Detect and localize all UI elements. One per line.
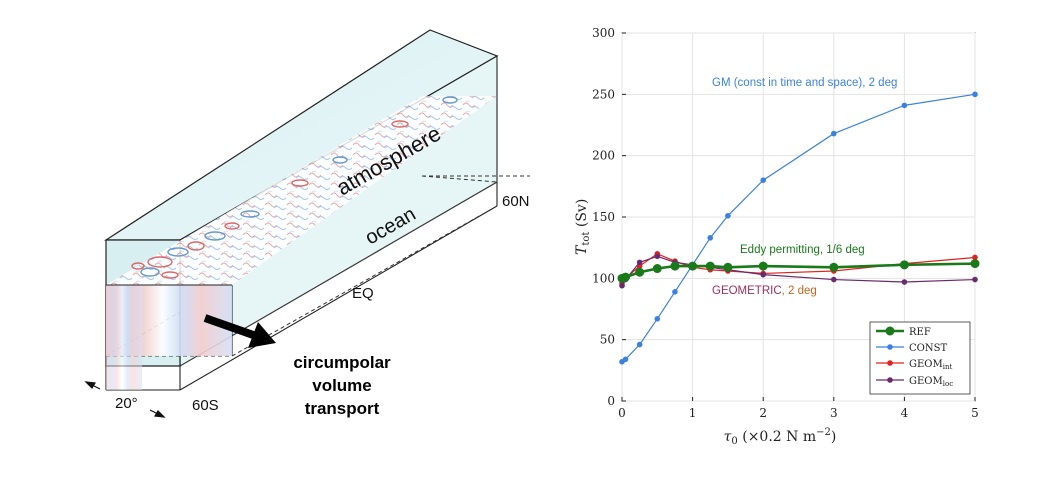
data-point-ref [899,260,909,270]
legend-geom-loc-sub: loc [943,380,953,388]
latitude-eq-label: EQ [352,285,374,302]
legend-label-ref: REF [909,327,931,338]
transport-label-line1: circumpolar [293,353,391,372]
data-point-const [636,341,643,348]
data-point-ref [970,259,980,269]
width-arrows [84,381,166,418]
latitude-60s-label: 60S [192,397,219,414]
legend-ref-base: REF [909,327,931,338]
y-tick-label: 250 [592,87,615,101]
data-point-const [707,235,714,241]
y-tick-label: 300 [592,26,615,40]
data-point-geom-int [972,254,978,261]
y-tick-label: 100 [592,271,615,285]
data-point-const [972,91,978,98]
x-tick-label: 4 [901,406,909,420]
x-axis-label-close: ) [831,429,836,445]
data-point-ref [670,261,680,271]
annotation-eddy: Eddy permitting, 1/6 deg [740,244,865,256]
y-tick-label: 50 [600,333,615,347]
x-tick-label: 0 [618,406,626,420]
x-axis-ticks: 0 1 2 3 4 5 [618,397,979,420]
transport-arrow [203,314,276,348]
data-point-const [622,356,629,363]
y-axis-label-sub: tot [581,232,592,246]
data-point-ref [829,262,839,272]
channel-schematic: atmosphere ocean 60N EQ 60S 20° circumpo… [84,29,530,418]
x-axis-label-symbol: τ [724,429,732,445]
legend-const-base: CONST [909,343,947,354]
annotation-geometric-res: , 2 deg [782,285,817,297]
x-axis-label-sup: −2 [816,427,831,438]
data-point-ref [621,272,631,282]
ocean-cross-section-left [106,285,142,390]
y-tick-label: 150 [592,210,615,224]
data-point-geom-loc [831,276,837,283]
legend-entry-geom-int: GEOMint [876,359,952,371]
x-tick-label: 5 [971,406,979,420]
legend-label-geom-int: GEOMint [909,359,952,371]
latitude-60n-label: 60N [502,193,530,210]
y-tick-label: 200 [592,149,615,163]
annotation-gm: GM (const in time and space), 2 deg [712,77,897,89]
data-point-geom-loc [760,271,766,278]
data-point-ref [758,261,768,271]
series-line-const [621,93,976,363]
legend-entry-ref: REF [876,326,931,338]
legend-label-const: CONST [909,343,947,354]
series-lines [617,91,980,365]
annotation-geometric-name: GEOMETRIC [712,285,782,297]
data-point-const [725,212,731,219]
data-point-ref [688,261,698,271]
y-tick-label: 0 [607,394,615,408]
x-axis-label-rest: (×0.2 N m [738,429,816,445]
x-tick-label: 3 [830,406,838,420]
grid-lines [621,32,976,402]
data-point-geom-loc [619,282,625,289]
x-tick-label: 2 [759,406,767,420]
transport-chart: 0 1 2 3 4 5 0 50 100 150 200 250 300 GM (const in t… [574,26,980,447]
data-point-geom-loc [972,276,978,283]
eddy-cluster [131,96,458,279]
width-label: 20° [115,395,138,412]
transport-label-line3: transport [305,399,380,418]
data-point-ref [705,261,715,271]
legend-label-geom-loc: GEOMloc [909,376,953,388]
ocean-surface-eddies [106,96,497,285]
data-point-ref [652,264,662,274]
x-axis-label: τ0 (×0.2 N m−2) [724,427,837,447]
y-axis-label-symbol: T [574,244,590,255]
legend-entry-geom-loc: GEOMloc [876,376,953,388]
legend: REF CONST GEOMint GEOMloc [869,321,971,395]
transport-label-line2: volume [312,376,372,395]
y-axis-label: Ttot (Sv) [574,199,592,255]
data-point-geom-loc [636,259,643,266]
annotation-geometric: GEOMETRIC, 2 deg [712,285,817,297]
data-point-const [672,289,678,295]
data-point-const [901,102,908,109]
data-point-ref [723,262,733,272]
x-tick-label: 1 [689,406,697,420]
data-point-const [760,177,766,183]
y-axis-label-rest: (Sv) [574,199,590,232]
series-line-geom-int [621,253,976,284]
data-point-geom-loc [654,253,661,260]
data-point-geom-loc [901,279,908,285]
y-axis-ticks: 0 50 100 150 200 250 300 [592,26,626,408]
data-point-const [654,316,661,322]
legend-geom-int-sub: int [943,363,953,371]
legend-entry-const: CONST [876,343,947,354]
x-axis-label-sub: 0 [731,436,737,447]
legend-geom-loc-base: GEOM [909,376,943,387]
legend-geom-int-base: GEOM [909,359,943,370]
data-point-const [831,130,837,137]
data-point-ref [635,267,645,277]
